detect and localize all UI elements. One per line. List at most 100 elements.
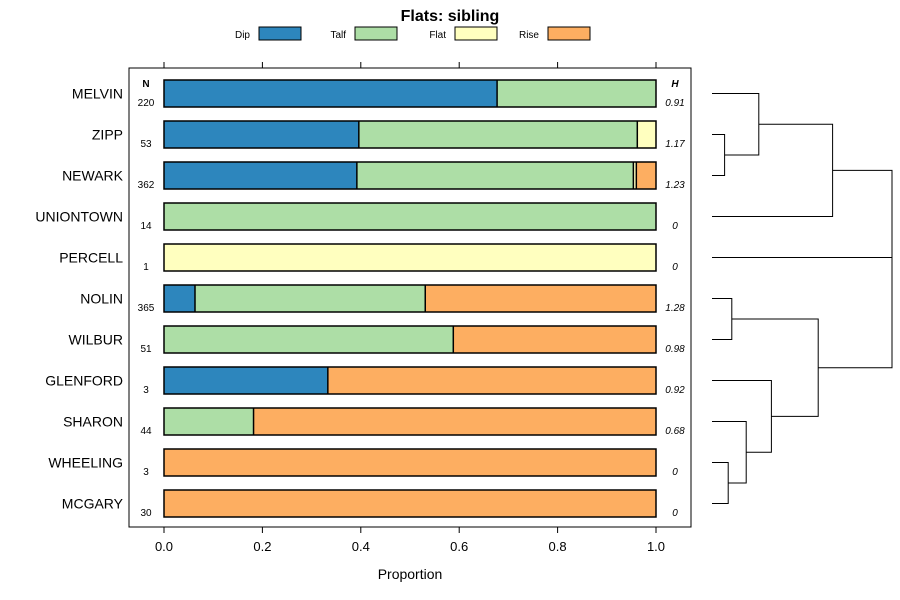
bar-row-mcgary: MCGARY 30 0	[62, 489, 678, 519]
legend-label-flat: Flat	[429, 30, 446, 41]
legend-label-talf: Talf	[330, 30, 346, 41]
dendrogram-branch	[712, 134, 726, 176]
category-label: WILBUR	[69, 332, 123, 348]
bar-outline	[163, 284, 657, 313]
h-value: 0	[672, 221, 678, 232]
bar-row-wilbur: WILBUR 51 0.98	[69, 325, 685, 355]
bar-segment-rise	[253, 408, 656, 435]
n-value: 30	[140, 508, 152, 519]
bar-segment-flat	[633, 162, 637, 189]
dendrogram-branch	[712, 169, 893, 258]
legend-label-rise: Rise	[519, 30, 539, 41]
bar-row-melvin: MELVIN 220 0.91	[72, 79, 685, 109]
dendrogram-branch	[712, 462, 729, 504]
h-value: 0	[672, 262, 678, 273]
bar-segment-rise	[164, 490, 656, 517]
n-column-header: N	[142, 79, 149, 90]
bar-outline	[163, 448, 657, 477]
dendrogram-branch	[712, 93, 760, 156]
bar-row-newark: NEWARK 362 1.23	[62, 161, 685, 191]
bar-segment-rise	[425, 285, 656, 312]
dendrogram-branch	[712, 123, 834, 217]
legend-swatch-flat	[454, 26, 498, 41]
bar-row-uniontown: UNIONTOWN 14 0	[35, 202, 678, 232]
n-value: 365	[138, 303, 155, 314]
h-value: 0.98	[665, 344, 685, 355]
bar-segment-talf	[164, 408, 254, 435]
dendrogram-branch	[818, 213, 893, 369]
bar-segment-flat	[164, 244, 656, 271]
bar-outline	[163, 366, 657, 395]
chart-title: Flats: sibling	[401, 8, 500, 25]
n-value: 3	[143, 467, 149, 478]
bar-outline	[163, 325, 657, 354]
bar-row-sharon: SHARON 44 0.68	[63, 407, 685, 437]
bar-segment-dip	[164, 80, 498, 107]
bar-rows: MELVIN 220 0.91 ZIPP 53 1.17 NEWARK 362 1.23 UNIO…	[35, 79, 685, 519]
bar-outline	[163, 202, 657, 231]
bar-outline	[163, 120, 657, 149]
bar-row-zipp: ZIPP 53 1.17	[92, 120, 685, 150]
dendrogram-branch	[712, 421, 747, 484]
bar-segment-dip	[164, 367, 328, 394]
bar-segment-flat	[637, 121, 656, 148]
h-value: 0.92	[665, 385, 685, 396]
h-value: 0	[672, 467, 678, 478]
bar-segment-rise	[636, 162, 656, 189]
n-value: 1	[143, 262, 149, 273]
x-tick-label: 0.6	[450, 539, 468, 554]
bar-segment-rise	[164, 449, 656, 476]
h-value: 0	[672, 508, 678, 519]
plot-frame	[128, 67, 692, 528]
category-label: NEWARK	[62, 168, 124, 184]
category-label: MELVIN	[72, 86, 123, 102]
legend-swatch-dip	[258, 26, 302, 41]
category-label: MCGARY	[62, 496, 124, 512]
x-tick-label: 0.2	[253, 539, 271, 554]
top-axis	[163, 62, 657, 68]
n-value: 44	[140, 426, 152, 437]
x-tick-label: 0.0	[155, 539, 173, 554]
dendrogram-branch	[712, 298, 733, 340]
h-column-header: H	[671, 79, 679, 90]
legend: Dip Talf Flat Rise	[235, 26, 591, 41]
bar-segment-rise	[453, 326, 656, 353]
bar-outline	[163, 161, 657, 190]
legend-swatch-rise	[547, 26, 591, 41]
category-label: WHEELING	[48, 455, 123, 471]
dendrogram	[712, 93, 893, 504]
bar-segment-talf	[164, 326, 454, 353]
x-tick-label: 0.4	[352, 539, 370, 554]
n-value: 51	[140, 344, 152, 355]
n-value: 362	[138, 180, 155, 191]
n-value: 220	[138, 98, 155, 109]
category-label: PERCELL	[59, 250, 123, 266]
h-value: 0.68	[665, 426, 685, 437]
bar-outline	[163, 407, 657, 436]
bar-row-glenford: GLENFORD 3 0.92	[45, 366, 685, 396]
h-value: 1.17	[665, 139, 685, 150]
legend-swatch-talf	[354, 26, 398, 41]
bar-segment-rise	[327, 367, 656, 394]
h-value: 0.91	[665, 98, 684, 109]
category-label: UNIONTOWN	[35, 209, 123, 225]
bar-segment-dip	[164, 121, 359, 148]
x-tick-label: 1.0	[647, 539, 665, 554]
bottom-axis: 0.0 0.2 0.4 0.6 0.8 1.0	[155, 527, 665, 554]
bar-segment-talf	[164, 203, 656, 230]
category-label: NOLIN	[80, 291, 123, 307]
dendrogram-branch	[731, 318, 819, 417]
bar-segment-talf	[194, 285, 426, 312]
dendrogram-branch	[712, 380, 772, 453]
n-value: 3	[143, 385, 149, 396]
bar-segment-dip	[164, 162, 357, 189]
bar-segment-dip	[164, 285, 195, 312]
bar-row-percell: PERCELL 1 0	[59, 243, 678, 273]
h-value: 1.23	[665, 180, 685, 191]
bar-outline	[163, 243, 657, 272]
bar-row-wheeling: WHEELING 3 0	[48, 448, 678, 478]
h-value: 1.28	[665, 303, 685, 314]
bar-segment-talf	[358, 121, 638, 148]
n-value: 53	[140, 139, 152, 150]
